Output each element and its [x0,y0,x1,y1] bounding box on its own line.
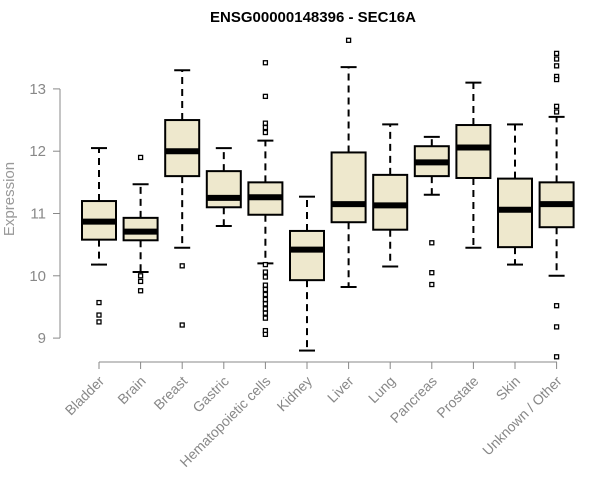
box-skin [497,123,533,266]
box-lung [372,123,409,268]
outlier-point [553,76,560,83]
x-tick-label: Bladder [62,373,108,419]
outlier-point [137,288,144,294]
outlier-point [345,37,352,43]
y-tick-label: 12 [29,143,46,160]
iqr-box [330,151,367,224]
chart-title: ENSG00000148396 - SEC16A [210,9,416,26]
outlier-point [262,296,269,303]
outlier-point [262,306,269,312]
outlier-point [262,315,269,321]
outlier-point [262,60,269,66]
x-tick-label: Lung [365,373,398,406]
outlier-point [137,154,144,161]
outlier-point [553,354,560,360]
outlier-point [262,274,269,280]
box-bladder [81,147,117,325]
outlier-point [262,331,269,338]
box-series [81,37,575,360]
y-axis-ticks: 9 10 11 12 13 [29,81,60,347]
outlier-point [262,301,269,307]
iqr-box [455,124,492,179]
outlier-point [262,93,269,100]
iqr-box [164,119,201,178]
outlier-point [262,291,269,298]
outlier-point [179,322,185,328]
outlier-point [553,63,560,69]
outlier-point [96,319,102,325]
x-tick-label: Kidney [274,373,316,415]
iqr-box [205,170,242,209]
outlier-point [137,278,144,285]
iqr-box [372,173,409,231]
x-tick-label: Liver [324,373,357,406]
outlier-point [553,324,560,330]
x-tick-label: Skin [493,373,524,404]
box-pancreas [413,135,450,288]
iqr-box [497,177,533,249]
outlier-point [179,263,185,269]
outlier-point [553,50,560,57]
box-kidney [289,195,325,352]
outlier-point [429,281,435,288]
outlier-point [137,273,144,279]
box-gastric [205,147,242,227]
outlier-point [429,270,435,276]
outlier-point [262,282,269,288]
outlier-point [553,303,560,309]
box-prostate [455,81,492,249]
outlier-point [553,109,560,115]
x-tick-label: Unknown / Other [479,373,565,459]
outlier-point [553,56,560,62]
x-tick-label: Prostate [433,373,481,421]
y-tick-label: 11 [30,206,46,223]
y-tick-label: 10 [29,268,46,285]
outlier-point [262,124,269,131]
box-breast [164,69,201,328]
outlier-point [96,312,102,318]
outlier-point [262,269,269,275]
outlier-point [262,261,269,268]
box-brain [122,154,159,294]
x-tick-label: Brain [114,373,148,407]
y-tick-label: 9 [38,330,46,347]
y-axis-label: Expression [1,162,18,236]
outlier-point [429,240,435,246]
x-tick-label: Breast [150,373,190,413]
outlier-point [262,286,269,293]
outlier-point [553,103,560,109]
box-liver [330,37,367,289]
y-tick-label: 13 [29,81,46,98]
iqr-box [289,229,325,282]
outlier-point [262,129,269,136]
box-hematopoietic-cells [247,60,284,338]
box-unknown-other [538,50,575,360]
outlier-point [262,310,269,316]
outlier-point [262,120,269,126]
outlier-point [96,299,102,306]
